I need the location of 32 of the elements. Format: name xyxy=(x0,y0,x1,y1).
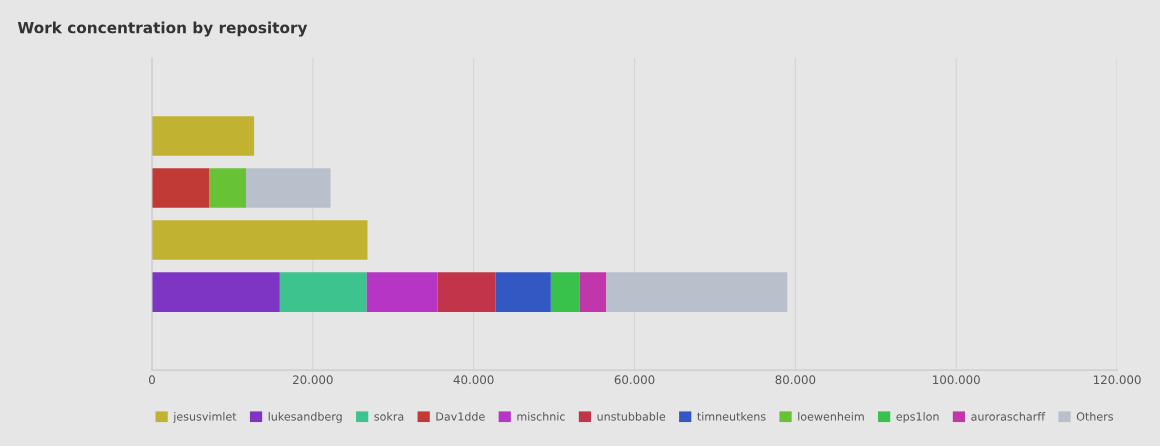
x-tick-label: 20.000 xyxy=(293,375,333,385)
chart-title: Work concentration by repository xyxy=(17,21,308,37)
legend-label: loewenheim xyxy=(798,412,864,421)
bar xyxy=(606,272,788,312)
x-tick-label: 80.000 xyxy=(775,375,816,385)
bar xyxy=(279,272,367,312)
bar xyxy=(495,272,551,312)
x-tick-label: 120.000 xyxy=(1093,375,1141,385)
legend-label: aurorascharff xyxy=(971,412,1046,421)
x-tick-label: 0 xyxy=(148,375,155,385)
bar xyxy=(151,168,210,208)
bar xyxy=(151,272,280,312)
legend-label: mischnic xyxy=(517,412,565,421)
legend-label: sokra xyxy=(374,412,404,421)
legend-label: Others xyxy=(1076,412,1113,421)
legend-label: timneutkens xyxy=(697,412,766,421)
legend-label: lukesandberg xyxy=(268,412,342,423)
legend-label: Dav1dde xyxy=(436,412,485,421)
bar xyxy=(579,272,607,312)
legend-label: eps1lon xyxy=(896,412,939,423)
x-tick-label: 100.000 xyxy=(933,375,980,385)
x-tick-label: 40.000 xyxy=(453,375,494,385)
bar xyxy=(550,272,580,312)
bar xyxy=(151,220,368,260)
bar xyxy=(209,168,247,208)
bar xyxy=(437,272,496,312)
x-tick-label: 60.000 xyxy=(614,375,655,385)
bar xyxy=(151,116,255,156)
bar xyxy=(246,168,331,208)
bar xyxy=(366,272,438,312)
legend-label: unstubbable xyxy=(597,412,666,421)
legend-label: jesusvimlet xyxy=(173,412,237,423)
